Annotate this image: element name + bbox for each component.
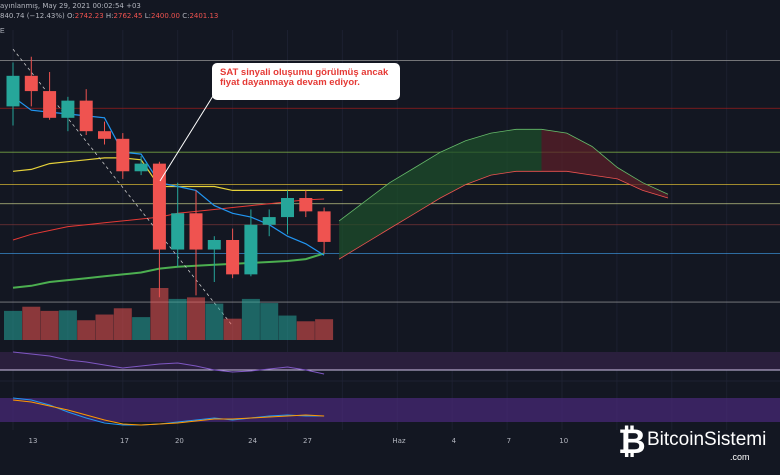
candle-body [244,224,258,275]
volume-bar [241,298,260,340]
candle-body [207,240,221,250]
candle-body [134,163,148,172]
x-axis-tick-label: 10 [559,437,568,445]
callout-pointer [159,95,228,182]
stochastic-d-line [12,399,325,426]
volume-bar [168,298,187,340]
x-axis-tick-label: 27 [303,437,312,445]
chart-header-ohlc: 840.74 (−12.43%) O:2742.23 H:2762.45 L:2… [0,12,218,20]
x-axis-tick-label: 4 [452,437,457,445]
candle-body [262,217,276,225]
bitcoin-logo-icon: ₿ [618,422,646,462]
ohlc-close-key: C: [182,12,190,20]
candle-body [43,91,57,118]
candle-body [317,211,331,242]
volume-bar [315,319,334,340]
volume-bar [132,317,151,340]
ohlc-high-key: H: [105,12,114,20]
volume-bar [296,321,315,340]
moving-average-green [12,252,325,289]
stochastic-band [0,398,780,422]
volume-bar [58,310,77,340]
volume-bar [150,288,169,340]
candle-body [61,100,75,118]
candle-body [189,213,203,250]
ohlc-close-value: 2401.13 [189,12,219,20]
candle-body [6,75,20,107]
volume-bar [205,303,224,340]
moving-average-red [12,198,325,241]
ohlc-open-key: O: [66,12,75,20]
ohlc-high-value: 2762.45 [113,12,143,20]
x-axis-tick-label: 17 [120,437,129,445]
candle-body [116,138,130,172]
ohlc-low-key: L: [144,12,151,20]
volume-bar [223,318,242,340]
ichimoku-conversion-line [12,96,325,256]
annotation-callout: SAT sinyali oluşumu görülmüş ancak fiyat… [212,63,400,100]
volume-bar [77,320,96,340]
watermark-suffix: .com [730,452,750,462]
volume-bar [4,310,22,340]
x-axis-tick-label: 20 [175,437,184,445]
watermark-logo: ₿ BitcoinSistemi .com [618,424,778,464]
volume-bar [40,310,59,340]
volume-bar [113,308,132,340]
ohlc-open-value: 2742.23 [74,12,104,20]
edge-letter: E [0,28,5,35]
watermark-name: BitcoinSistemi [647,429,767,450]
cloud-span-a [338,128,669,222]
ichimoku-cloud-bearish [541,129,668,198]
ichimoku-cloud-bullish [339,129,542,260]
candle-body [79,100,93,132]
x-axis-tick-label: 13 [29,437,38,445]
header-title-text: ayınlanmış, May 29, 2021 00:02:54 +03 [0,2,141,10]
candle-body [299,198,313,212]
volume-bar [278,315,297,340]
candle-body [98,131,111,139]
volume-bar [260,303,279,340]
candle-body [281,198,294,218]
candle-body [171,213,185,250]
candle-body [226,240,240,275]
x-axis-tick-label: Haz [392,437,406,445]
rsi-line [12,351,325,375]
x-axis-tick-label: 7 [507,437,511,445]
cloud-span-b [338,170,669,260]
candle-body [152,163,166,250]
volume-bar [187,297,205,340]
volume-bar [22,306,41,340]
candle-body [24,75,38,92]
header-change: 840.74 (−12.43%) [0,12,65,20]
chart-header-title: ayınlanmış, May 29, 2021 00:02:54 +03 [0,2,141,10]
ohlc-low-value: 2400.00 [151,12,180,20]
x-axis-tick-label: 24 [248,437,257,445]
volume-bar [95,314,114,340]
